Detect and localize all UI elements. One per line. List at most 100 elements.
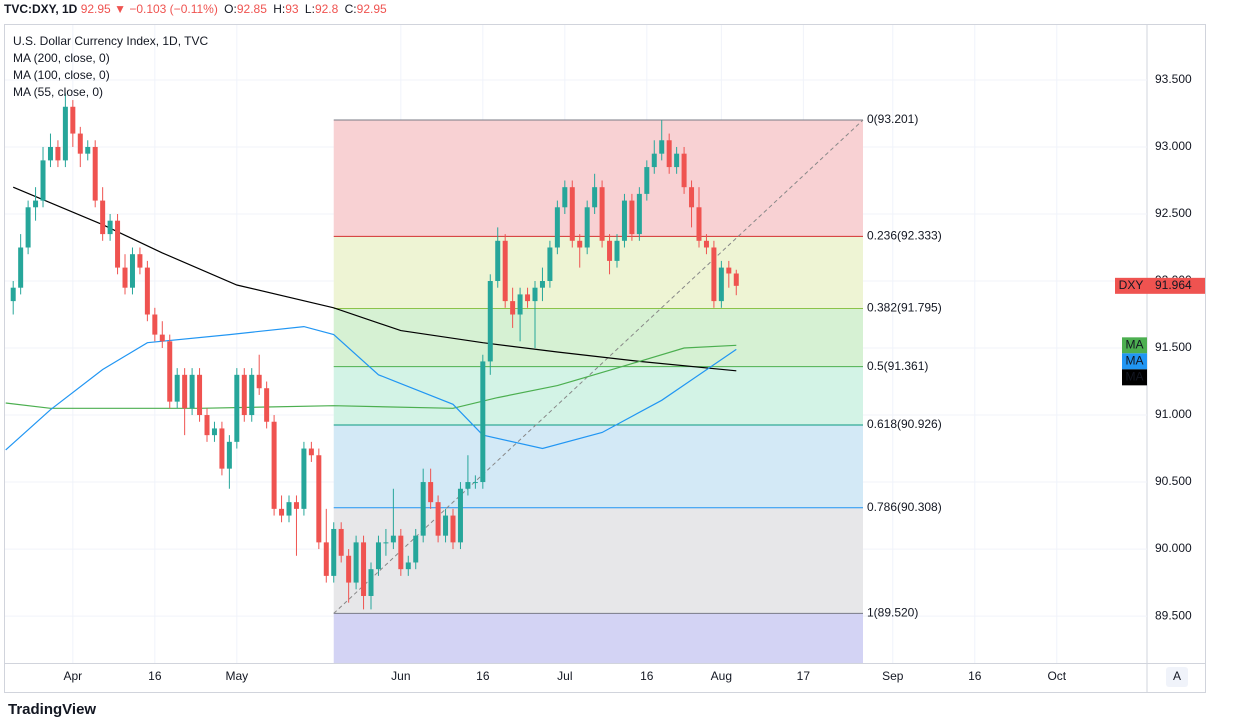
low-label: L: — [304, 2, 315, 16]
y-tick-label: 91.500 — [1155, 340, 1192, 354]
candle-body — [629, 200, 635, 235]
fib-zone — [333, 366, 863, 425]
change-arrow: ▼ — [114, 2, 126, 16]
candle-body — [562, 187, 568, 208]
candle-body — [398, 535, 404, 570]
candle-body — [346, 555, 352, 583]
x-tick-label: Sep — [882, 669, 904, 683]
x-tick-label: Apr — [63, 669, 82, 683]
candle-body — [70, 106, 76, 134]
price-badge — [1147, 277, 1205, 294]
candle-body — [502, 240, 508, 302]
fib-zone — [333, 308, 863, 367]
fib-zone — [333, 613, 863, 663]
candle-body — [234, 374, 240, 442]
candle-body — [129, 254, 135, 288]
candle-body — [159, 334, 165, 342]
x-tick-label: Oct — [1047, 669, 1066, 683]
candle-body — [122, 267, 128, 288]
close-value: 92.95 — [356, 2, 387, 16]
candle-body — [316, 455, 322, 543]
candle-body — [338, 528, 344, 556]
legend: U.S. Dollar Currency Index, 1D, TVC MA (… — [13, 33, 208, 101]
candle-body — [18, 247, 24, 288]
fib-zone — [333, 507, 863, 614]
candle-body — [532, 287, 538, 302]
candle-body — [182, 374, 188, 409]
candle-body — [450, 515, 456, 543]
candle-body — [674, 153, 680, 168]
candle-body — [144, 267, 150, 315]
candle-body — [331, 528, 337, 576]
candle-body — [584, 207, 590, 248]
candle-body — [539, 281, 545, 288]
candles — [10, 93, 739, 610]
candle-body — [55, 146, 61, 161]
candle-body — [487, 281, 493, 362]
brand: TradingView — [8, 701, 97, 718]
candle-body — [115, 220, 121, 268]
open-label: O: — [224, 2, 237, 16]
symbol-badge — [1115, 277, 1147, 294]
candle-body — [174, 374, 180, 402]
candle-body — [167, 341, 173, 402]
candle-body — [666, 140, 672, 168]
change: −0.103 (−0.11%) — [129, 2, 218, 16]
scale-button[interactable] — [1166, 667, 1188, 687]
candle-body — [465, 482, 471, 489]
candle-body — [569, 187, 575, 241]
scale-mode[interactable]: A — [1173, 669, 1181, 683]
candle-body — [33, 200, 39, 208]
fib-label: 0.382(91.795) — [867, 301, 942, 315]
candle-body — [525, 294, 531, 302]
candle-body — [443, 515, 449, 536]
fib-label: 0.618(90.926) — [867, 417, 942, 431]
candle-body — [226, 441, 232, 469]
candle-body — [472, 482, 478, 484]
x-tick-label: Jun — [391, 669, 410, 683]
low-value: 92.8 — [314, 2, 339, 16]
y-tick-label: 93.500 — [1155, 72, 1192, 86]
candle-body — [517, 294, 523, 315]
y-tick-label: 89.500 — [1155, 608, 1192, 622]
fib-zone — [333, 424, 863, 508]
candle-body — [353, 542, 359, 583]
candle-body — [689, 187, 695, 208]
open-value: 92.85 — [236, 2, 267, 16]
y-tick-label: 90.500 — [1155, 474, 1192, 488]
fib-label: 0.5(91.361) — [867, 359, 928, 373]
x-tick-label: May — [225, 669, 248, 683]
ma-badge-text: MA — [1126, 354, 1144, 368]
candle-body — [25, 207, 31, 248]
high-label: H: — [273, 2, 286, 16]
candle-body — [375, 542, 381, 570]
candle-body — [480, 361, 486, 483]
candle-body — [264, 388, 270, 422]
candle-body — [383, 542, 389, 544]
legend-entry: MA (200, close, 0) — [13, 51, 110, 65]
candle-body — [308, 448, 314, 456]
legend-title: U.S. Dollar Currency Index, 1D, TVC — [13, 34, 209, 48]
candle-body — [495, 240, 501, 282]
candle-body — [726, 267, 732, 274]
candle-body — [413, 535, 419, 563]
y-tick-label: 90.000 — [1155, 541, 1192, 555]
legend-entry: MA (100, close, 0) — [13, 68, 110, 82]
candle-body — [599, 187, 605, 241]
y-tick-label: 93.000 — [1155, 139, 1192, 153]
y-tick-label: 91.000 — [1155, 407, 1192, 421]
fib-label: 1(89.520) — [867, 606, 918, 620]
candle-body — [577, 240, 583, 248]
fib-zone — [333, 236, 863, 309]
ma-badge — [1122, 369, 1147, 386]
x-tick-label: 16 — [640, 669, 654, 683]
candle-body — [547, 247, 553, 282]
candle-body — [644, 167, 650, 194]
candle-body — [137, 254, 143, 268]
fib-label: 0(93.201) — [867, 112, 918, 126]
x-tick-label: Aug — [711, 669, 732, 683]
ma-badge-text: MA — [1126, 338, 1144, 352]
candle-body — [733, 273, 739, 286]
